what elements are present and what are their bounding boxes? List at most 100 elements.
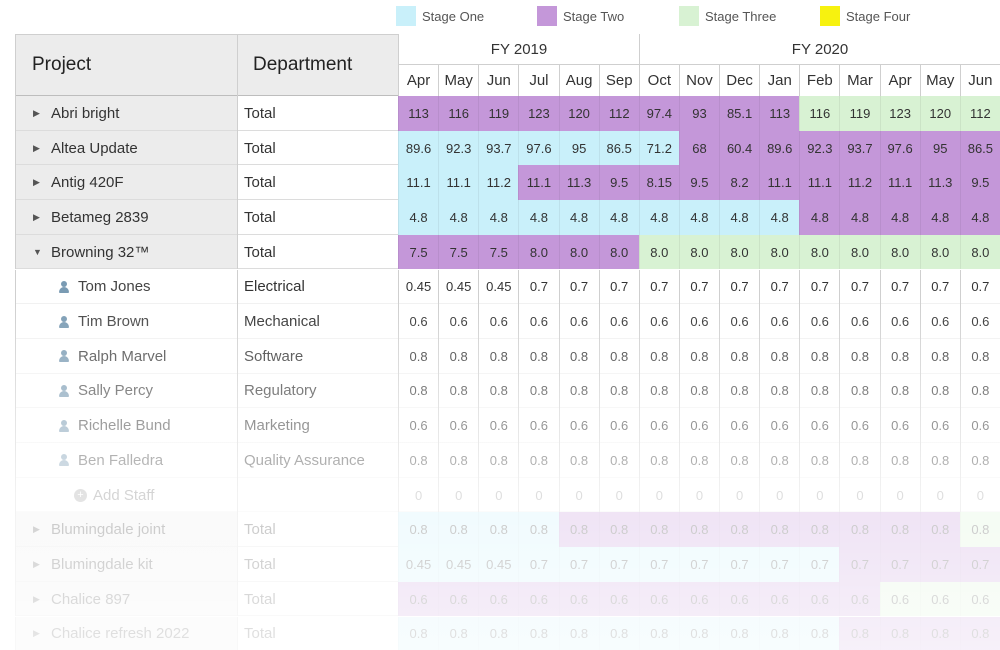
allocation-cell[interactable]: 0.8 [799, 616, 840, 650]
allocation-cell[interactable]: 0.45 [478, 269, 518, 305]
allocation-cell[interactable]: 4.8 [598, 200, 639, 235]
allocation-cell[interactable]: 113 [398, 96, 439, 131]
project-row[interactable]: ▶ Antig 420F Total 11.1 11.1 11.2 11.1 11.3 9.5 8… [15, 165, 1000, 201]
allocation-cell[interactable]: 0 [919, 477, 960, 513]
allocation-cell[interactable]: 0.6 [839, 304, 879, 339]
allocation-cell[interactable]: 7.5 [438, 234, 479, 270]
allocation-cell[interactable]: 0.8 [839, 338, 879, 374]
allocation-cell[interactable]: 0.8 [598, 443, 639, 478]
allocation-cell[interactable]: 0.8 [558, 616, 599, 650]
allocation-cell[interactable]: 0.6 [598, 304, 639, 339]
allocation-cell[interactable]: 0.6 [719, 581, 760, 617]
allocation-cell[interactable]: 0.8 [678, 373, 719, 409]
allocation-cell[interactable]: 119 [478, 96, 519, 131]
allocation-cell[interactable]: 0.6 [518, 408, 558, 443]
allocation-cell[interactable]: 0.8 [478, 512, 519, 548]
allocation-cell[interactable]: 92.3 [799, 130, 840, 166]
allocation-cell[interactable]: 4.8 [478, 200, 519, 235]
allocation-cell[interactable]: 113 [759, 96, 800, 131]
allocation-cell[interactable]: 0.6 [558, 581, 599, 617]
allocation-cell[interactable]: 0 [759, 477, 799, 513]
allocation-cell[interactable]: 0.6 [959, 304, 1000, 339]
allocation-cell[interactable]: 8.2 [719, 165, 760, 201]
allocation-cell[interactable]: 0.7 [919, 547, 960, 582]
allocation-cell[interactable]: 0.8 [839, 443, 879, 478]
project-name-cell[interactable]: ▶ Chalice refresh 2022 [15, 616, 237, 650]
allocation-cell[interactable]: 0.8 [919, 512, 960, 548]
allocation-cell[interactable]: 0.6 [598, 408, 639, 443]
allocation-cell[interactable]: 11.1 [438, 165, 479, 201]
allocation-cell[interactable]: 0.8 [759, 338, 799, 374]
allocation-cell[interactable]: 0.8 [438, 373, 478, 409]
project-name-cell[interactable]: ▶ Altea Update [15, 130, 237, 166]
allocation-cell[interactable]: 0.8 [959, 616, 1000, 650]
project-row[interactable]: ▶ Blumingdale joint Total 0.8 0.8 0.8 0.8 0.8 0.… [15, 512, 1000, 548]
allocation-cell[interactable]: 11.1 [759, 165, 800, 201]
allocation-cell[interactable]: 0.6 [799, 304, 839, 339]
caret-right-icon[interactable]: ▶ [33, 142, 40, 153]
allocation-cell[interactable]: 0.7 [719, 269, 759, 305]
allocation-cell[interactable]: 93 [678, 96, 720, 131]
allocation-cell[interactable]: 8.0 [919, 234, 960, 270]
allocation-cell[interactable]: 0 [879, 477, 920, 513]
allocation-cell[interactable]: 0 [678, 477, 719, 513]
allocation-cell[interactable]: 0.7 [839, 269, 879, 305]
allocation-cell[interactable]: 0.6 [678, 408, 719, 443]
allocation-cell[interactable]: 0.8 [759, 512, 800, 548]
allocation-cell[interactable]: 0.8 [638, 512, 679, 548]
project-name-cell[interactable]: ▶ Blumingdale joint [15, 512, 237, 548]
allocation-cell[interactable]: 0.8 [518, 512, 559, 548]
allocation-cell[interactable]: 8.0 [839, 234, 880, 270]
allocation-cell[interactable]: 0.8 [919, 443, 960, 478]
allocation-cell[interactable]: 0.6 [799, 581, 840, 617]
project-name-cell[interactable]: ▼ Browning 32™ [15, 234, 237, 270]
allocation-cell[interactable]: 0.6 [638, 304, 679, 339]
staff-name-cell[interactable]: Richelle Bund [15, 408, 237, 443]
allocation-cell[interactable]: 0.8 [478, 373, 518, 409]
allocation-cell[interactable]: 0.6 [638, 581, 679, 617]
allocation-cell[interactable]: 4.8 [438, 200, 479, 235]
allocation-cell[interactable]: 97.6 [879, 130, 920, 166]
allocation-cell[interactable]: 0.6 [518, 304, 558, 339]
staff-row[interactable]: Tom Jones Electrical 0.45 0.45 0.45 0.7 0.7 0.7… [15, 269, 1000, 305]
allocation-cell[interactable]: 0.8 [799, 512, 840, 548]
allocation-cell[interactable]: 97.6 [518, 130, 559, 166]
allocation-cell[interactable]: 0.7 [959, 269, 1000, 305]
allocation-cell[interactable]: 0.6 [919, 304, 960, 339]
allocation-cell[interactable]: 0.8 [398, 443, 438, 478]
allocation-cell[interactable]: 0.8 [438, 338, 478, 374]
allocation-cell[interactable]: 8.0 [558, 234, 599, 270]
allocation-cell[interactable]: 0.7 [759, 269, 799, 305]
allocation-cell[interactable]: 4.8 [879, 200, 920, 235]
allocation-cell[interactable]: 95 [558, 130, 599, 166]
allocation-cell[interactable]: 0.6 [879, 304, 920, 339]
allocation-cell[interactable]: 0.8 [398, 512, 439, 548]
allocation-cell[interactable]: 0.7 [558, 269, 599, 305]
project-name-cell[interactable]: ▶ Antig 420F [15, 165, 237, 201]
allocation-cell[interactable]: 71.2 [638, 130, 679, 166]
allocation-cell[interactable]: 0.7 [598, 547, 639, 582]
allocation-cell[interactable]: 0.8 [398, 616, 439, 650]
allocation-cell[interactable]: 0.6 [759, 304, 799, 339]
allocation-cell[interactable]: 0.45 [438, 269, 478, 305]
allocation-cell[interactable]: 0.7 [518, 269, 558, 305]
allocation-cell[interactable]: 0.6 [558, 408, 599, 443]
allocation-cell[interactable]: 0.8 [518, 338, 558, 374]
allocation-cell[interactable]: 0.7 [518, 547, 559, 582]
allocation-cell[interactable]: 0.7 [638, 547, 679, 582]
allocation-cell[interactable]: 0.6 [478, 408, 518, 443]
allocation-cell[interactable]: 0.6 [438, 304, 478, 339]
allocation-cell[interactable]: 0.6 [438, 581, 479, 617]
allocation-cell[interactable]: 0.8 [678, 616, 720, 650]
allocation-cell[interactable]: 0.6 [759, 408, 799, 443]
allocation-cell[interactable]: 8.0 [879, 234, 920, 270]
allocation-cell[interactable]: 9.5 [598, 165, 639, 201]
allocation-cell[interactable]: 0.8 [719, 512, 760, 548]
allocation-cell[interactable]: 0 [398, 477, 438, 513]
allocation-cell[interactable]: 0.6 [759, 581, 800, 617]
allocation-cell[interactable]: 11.2 [839, 165, 880, 201]
project-row[interactable]: ▶ Altea Update Total 89.6 92.3 93.7 97.6 95 86.5… [15, 130, 1000, 166]
allocation-cell[interactable]: 4.8 [719, 200, 760, 235]
allocation-cell[interactable]: 4.8 [919, 200, 960, 235]
allocation-cell[interactable]: 0.6 [638, 408, 679, 443]
